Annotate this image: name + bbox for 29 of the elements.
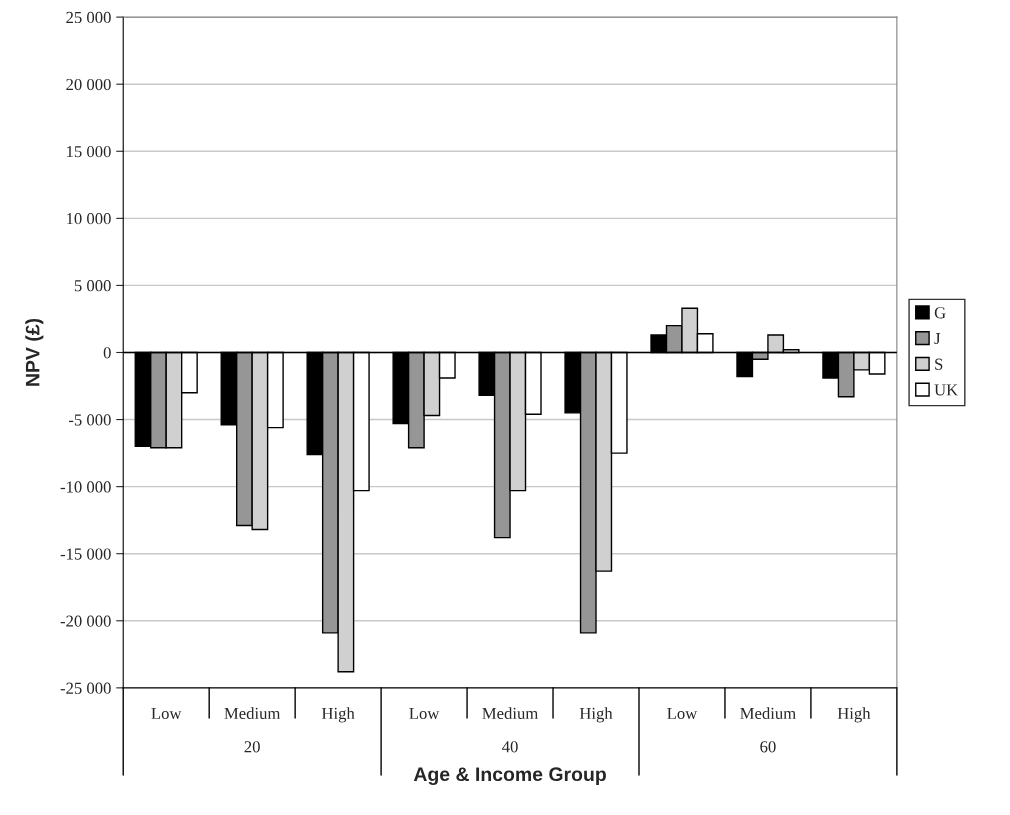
legend-label: S bbox=[935, 358, 943, 370]
y-tick-label: -5 000 bbox=[68, 414, 111, 426]
y-tick-label: -25 000 bbox=[60, 682, 111, 694]
x-tick-label: Low bbox=[151, 707, 182, 720]
legend-label: J bbox=[934, 333, 941, 345]
x-tick-label: High bbox=[321, 707, 355, 723]
y-tick-label: 0 bbox=[103, 347, 111, 359]
y-tick-label: 25 000 bbox=[66, 11, 111, 24]
y-tick-label: -10 000 bbox=[60, 481, 111, 493]
text: 60 bbox=[760, 741, 776, 753]
x-tick-label: Medium bbox=[224, 707, 281, 720]
x-tick-label: Low bbox=[667, 707, 698, 720]
x-tick-label: High bbox=[579, 707, 613, 723]
y-axis-title: NPV (£) bbox=[25, 318, 44, 386]
legend-label: UK bbox=[934, 384, 958, 396]
text: 40 bbox=[502, 741, 518, 753]
y-tick-label: -20 000 bbox=[60, 615, 111, 627]
x-tick-label: Low bbox=[409, 707, 440, 720]
y-tick-label: 15 000 bbox=[67, 145, 111, 158]
x-tick-label: Medium bbox=[740, 707, 796, 720]
y-tick-label: -15 000 bbox=[60, 548, 111, 560]
legend-label: G bbox=[934, 307, 946, 319]
y-tick-label: 5 000 bbox=[74, 280, 111, 292]
y-tick-label: 10 000 bbox=[67, 213, 111, 225]
x-tick-label: High bbox=[837, 707, 871, 723]
y-tick-label: 20 000 bbox=[66, 78, 111, 91]
x-axis-title: Age & Income Group bbox=[413, 767, 606, 786]
text: 20 bbox=[244, 741, 260, 753]
x-tick-label: Medium bbox=[482, 707, 539, 720]
